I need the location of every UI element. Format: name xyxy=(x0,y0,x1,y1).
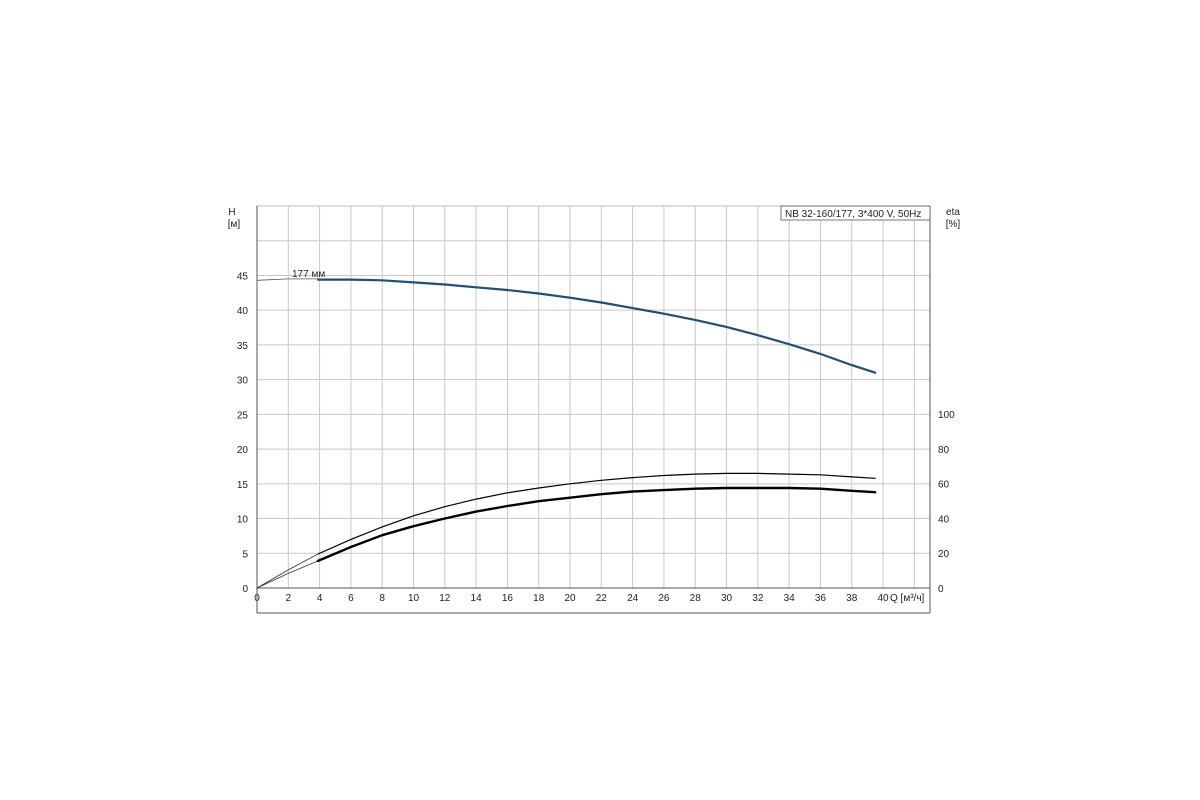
chart-title: NB 32-160/177, 3*400 V, 50Hz xyxy=(785,209,921,220)
x-tick-label: 24 xyxy=(627,593,639,604)
y-right-tick-label: 60 xyxy=(938,480,950,491)
x-tick-label: 12 xyxy=(439,593,451,604)
y-left-tick-label: 40 xyxy=(237,306,249,317)
axis-labels: H [м] eta [%] Q [м³/ч] 177 мм xyxy=(228,207,961,604)
x-tick-label: 28 xyxy=(690,593,702,604)
series-line-head xyxy=(316,278,877,374)
series-line-thin-extension xyxy=(256,278,319,281)
x-tick-label: 40 xyxy=(877,593,889,604)
x-axis-label: Q [м³/ч] xyxy=(890,593,925,604)
y-left-tick-label: 30 xyxy=(237,376,249,387)
y-left-tick-label: 25 xyxy=(237,410,249,421)
x-tick-label: 18 xyxy=(533,593,545,604)
y-left-tick-label: 35 xyxy=(237,341,249,352)
y-left-label-top: H xyxy=(228,207,235,218)
x-tick-label: 30 xyxy=(721,593,733,604)
x-tick-label: 14 xyxy=(471,593,483,604)
x-tick-label: 2 xyxy=(286,593,292,604)
axes: 0246810121416182022242628303234363840051… xyxy=(237,206,955,614)
y-left-tick-label: 20 xyxy=(237,445,249,456)
series-line-lower-thick xyxy=(316,486,877,563)
x-tick-label: 20 xyxy=(564,593,576,604)
y-left-tick-label: 45 xyxy=(237,271,249,282)
grid xyxy=(256,205,931,589)
y-right-tick-label: 100 xyxy=(938,410,955,421)
y-right-label-unit: [%] xyxy=(946,219,961,230)
x-tick-label: 32 xyxy=(752,593,764,604)
y-left-label-unit: [м] xyxy=(228,219,241,230)
y-left-tick-label: 5 xyxy=(242,549,248,560)
x-tick-label: 4 xyxy=(317,593,323,604)
series-line-upper-thin-extension xyxy=(256,553,319,589)
x-tick-label: 16 xyxy=(502,593,514,604)
x-tick-label: 36 xyxy=(815,593,827,604)
curve-label: 177 мм xyxy=(292,269,325,280)
x-tick-label: 26 xyxy=(658,593,670,604)
y-right-tick-label: 20 xyxy=(938,549,950,560)
series-line-lower-thin-extension xyxy=(256,560,319,589)
x-tick-label: 6 xyxy=(348,593,354,604)
y-left-tick-label: 15 xyxy=(237,480,249,491)
chart-title-box: NB 32-160/177, 3*400 V, 50Hz xyxy=(780,205,931,221)
y-right-tick-label: 0 xyxy=(938,584,944,595)
y-left-tick-label: 0 xyxy=(242,584,248,595)
y-right-tick-label: 40 xyxy=(938,514,950,525)
plot-area xyxy=(256,205,931,589)
curves xyxy=(256,278,877,589)
y-right-label-top: eta xyxy=(946,207,960,218)
x-tick-label: 8 xyxy=(379,593,385,604)
y-left-tick-label: 10 xyxy=(237,515,249,526)
series-line-upper-thin xyxy=(317,472,876,555)
x-tick-label: 34 xyxy=(784,593,796,604)
x-tick-label: 38 xyxy=(846,593,858,604)
x-tick-label: 22 xyxy=(596,593,608,604)
x-tick-label: 10 xyxy=(408,593,420,604)
y-right-tick-label: 80 xyxy=(938,445,950,456)
